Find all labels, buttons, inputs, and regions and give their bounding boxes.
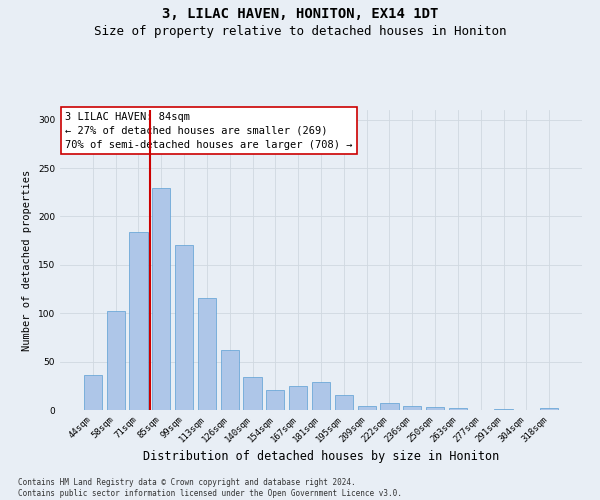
Bar (335, 394, 353, 410)
Bar (175, 246, 193, 410)
Text: Size of property relative to detached houses in Honiton: Size of property relative to detached ho… (94, 25, 506, 38)
Bar (358, 406, 376, 410)
Bar (84, 375, 102, 410)
Bar (426, 407, 444, 410)
Bar (449, 408, 467, 410)
Bar (152, 188, 170, 410)
Text: Contains HM Land Registry data © Crown copyright and database right 2024.
Contai: Contains HM Land Registry data © Crown c… (18, 478, 402, 498)
Bar (312, 382, 330, 410)
Bar (289, 386, 307, 410)
Bar (107, 312, 125, 410)
Text: 3, LILAC HAVEN, HONITON, EX14 1DT: 3, LILAC HAVEN, HONITON, EX14 1DT (162, 8, 438, 22)
Y-axis label: Number of detached properties: Number of detached properties (22, 170, 32, 350)
Text: 3 LILAC HAVEN: 84sqm
← 27% of detached houses are smaller (269)
70% of semi-deta: 3 LILAC HAVEN: 84sqm ← 27% of detached h… (65, 112, 353, 150)
Bar (130, 232, 148, 410)
Bar (380, 403, 398, 410)
Bar (403, 406, 421, 410)
Bar (244, 377, 262, 410)
Bar (198, 298, 216, 410)
Bar (266, 390, 284, 410)
Bar (540, 408, 558, 410)
X-axis label: Distribution of detached houses by size in Honiton: Distribution of detached houses by size … (143, 450, 499, 462)
Bar (221, 350, 239, 410)
Bar (494, 409, 512, 410)
